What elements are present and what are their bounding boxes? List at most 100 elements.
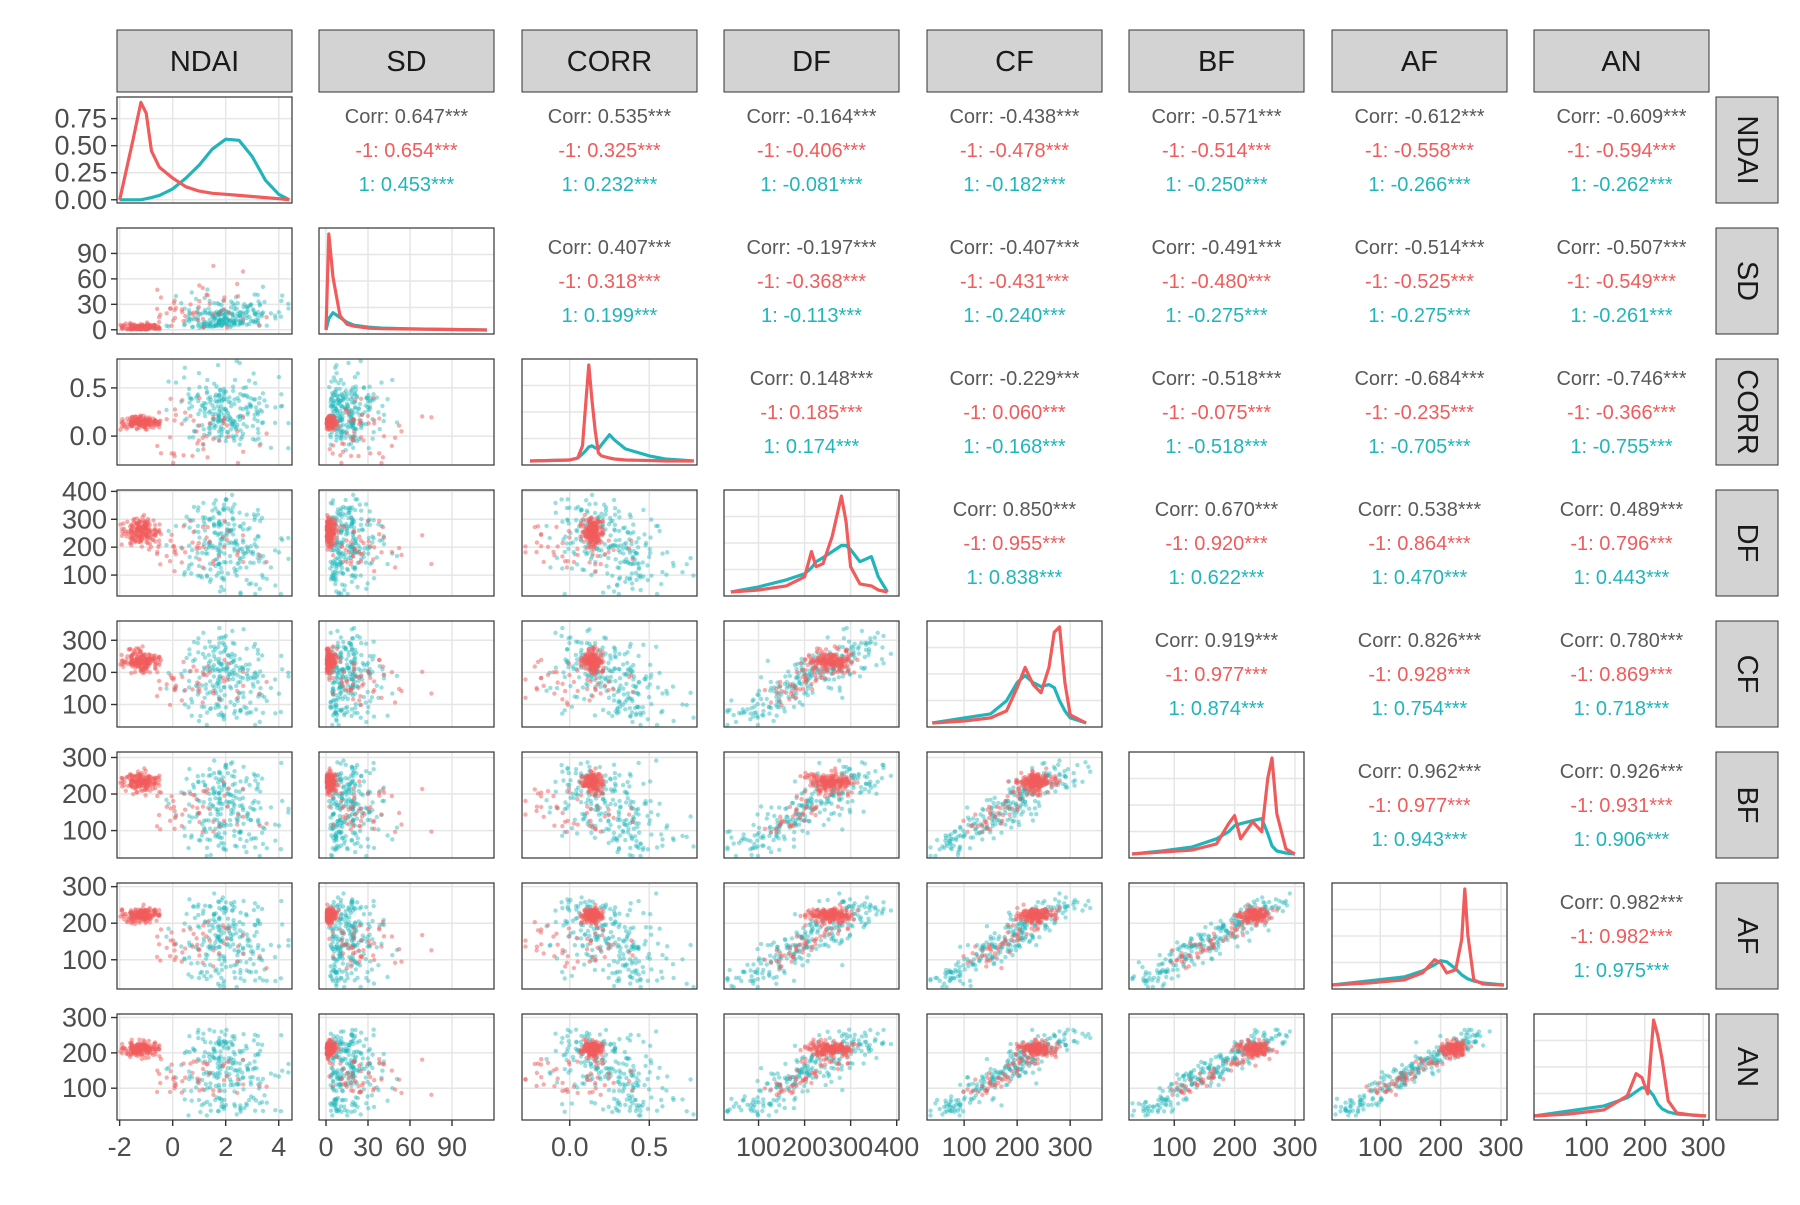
data-point-group-neg1 (149, 533, 153, 537)
corr-group-neg-label: -1: -0.431*** (960, 271, 1069, 293)
data-point-group-neg1 (221, 418, 225, 422)
data-point-group-1 (331, 404, 335, 408)
data-point-group-neg1 (357, 422, 361, 426)
data-point-group-1 (187, 543, 191, 547)
data-point-group-neg1 (594, 569, 598, 573)
data-point-group-neg1 (349, 540, 353, 544)
data-point-group-1 (630, 587, 634, 591)
data-point-group-1 (262, 300, 266, 304)
data-point-group-1 (190, 548, 194, 552)
corr-overall-label: Corr: 0.148*** (750, 368, 874, 390)
data-point-group-1 (582, 568, 586, 572)
data-point-group-1 (334, 371, 338, 375)
column-strip-label: BF (1198, 46, 1235, 78)
data-point-group-neg1 (351, 438, 355, 442)
data-point-group-neg1 (188, 519, 192, 523)
data-point-group-neg1 (151, 425, 155, 429)
data-point-group-1 (227, 395, 231, 399)
data-point-group-1 (346, 650, 350, 654)
data-point-group-1 (759, 675, 763, 679)
panel-corr-sd (319, 359, 494, 465)
data-point-group-1 (341, 645, 345, 649)
data-point-group-1 (587, 627, 591, 631)
data-point-group-1 (869, 640, 873, 644)
data-point-group-1 (205, 551, 209, 555)
data-point-group-neg1 (567, 662, 571, 666)
data-point-group-1 (610, 714, 614, 718)
data-point-group-neg1 (145, 537, 149, 541)
data-point-group-neg1 (125, 654, 129, 658)
data-point-group-neg1 (523, 696, 527, 700)
data-point-group-1 (247, 783, 251, 787)
data-point-group-1 (333, 705, 337, 709)
data-point-group-1 (737, 711, 741, 715)
data-point-group-neg1 (201, 673, 205, 677)
panel-sd-ndai (117, 228, 292, 334)
data-point-group-1 (232, 321, 236, 325)
data-point-group-1 (234, 541, 238, 545)
data-point-group-neg1 (594, 676, 598, 680)
data-point-group-neg1 (122, 527, 126, 531)
data-point-group-neg1 (128, 647, 132, 651)
data-point-group-neg1 (397, 423, 401, 427)
data-point-group-neg1 (593, 521, 597, 525)
data-point-group-neg1 (791, 683, 795, 687)
data-point-group-1 (203, 310, 207, 314)
data-point-group-neg1 (345, 431, 349, 435)
data-point-group-neg1 (194, 668, 198, 672)
data-point-group-1 (783, 674, 787, 678)
data-point-group-1 (224, 498, 228, 502)
data-point-group-1 (560, 566, 564, 570)
data-point-group-neg1 (165, 554, 169, 558)
data-point-group-1 (370, 540, 374, 544)
data-point-group-neg1 (801, 687, 805, 691)
data-point-group-1 (338, 404, 342, 408)
data-point-group-1 (604, 564, 608, 568)
data-point-group-neg1 (264, 680, 268, 684)
data-point-group-neg1 (129, 655, 133, 659)
data-point-group-1 (190, 397, 194, 401)
data-point-group-1 (631, 530, 635, 534)
corr-overall-label: Corr: -0.612*** (1354, 106, 1484, 128)
corr-group-neg-label: -1: 0.864*** (1368, 533, 1471, 555)
data-point-group-1 (208, 318, 212, 322)
corr-group-pos-label: 1: 0.470*** (1372, 567, 1468, 589)
data-point-group-neg1 (560, 682, 564, 686)
data-point-group-1 (220, 570, 224, 574)
data-point-group-neg1 (208, 302, 212, 306)
data-point-group-1 (260, 573, 264, 577)
data-point-group-1 (207, 640, 211, 644)
data-point-group-1 (565, 506, 569, 510)
data-point-group-1 (205, 378, 209, 382)
data-point-group-1 (231, 677, 235, 681)
data-point-group-1 (341, 382, 345, 386)
data-point-group-1 (187, 652, 191, 656)
data-point-group-neg1 (241, 684, 245, 688)
data-point-group-neg1 (629, 539, 633, 543)
data-point-group-neg1 (204, 292, 208, 296)
data-point-group-1 (247, 526, 251, 530)
data-point-group-1 (332, 576, 336, 580)
data-point-group-1 (329, 631, 333, 635)
data-point-group-1 (336, 548, 340, 552)
data-point-group-1 (241, 310, 245, 314)
data-point-group-neg1 (137, 534, 141, 538)
data-point-group-1 (336, 671, 340, 675)
data-point-group-1 (166, 379, 170, 383)
data-point-group-neg1 (611, 687, 615, 691)
corr-group-neg-label: -1: 0.869*** (1570, 664, 1673, 686)
data-point-group-neg1 (241, 317, 245, 321)
data-point-group-1 (228, 700, 232, 704)
data-point-group-1 (244, 385, 248, 389)
data-point-group-1 (222, 588, 226, 592)
data-point-group-1 (634, 684, 638, 688)
corr-overall-label: Corr: -0.518*** (1151, 368, 1281, 390)
data-point-group-neg1 (590, 694, 594, 698)
data-point-group-1 (617, 652, 621, 656)
corr-group-neg-label: -1: 0.796*** (1570, 533, 1673, 555)
data-point-group-1 (593, 511, 597, 515)
data-point-group-1 (637, 680, 641, 684)
data-point-group-1 (560, 626, 564, 630)
data-point-group-neg1 (137, 327, 141, 331)
data-point-group-1 (252, 676, 256, 680)
